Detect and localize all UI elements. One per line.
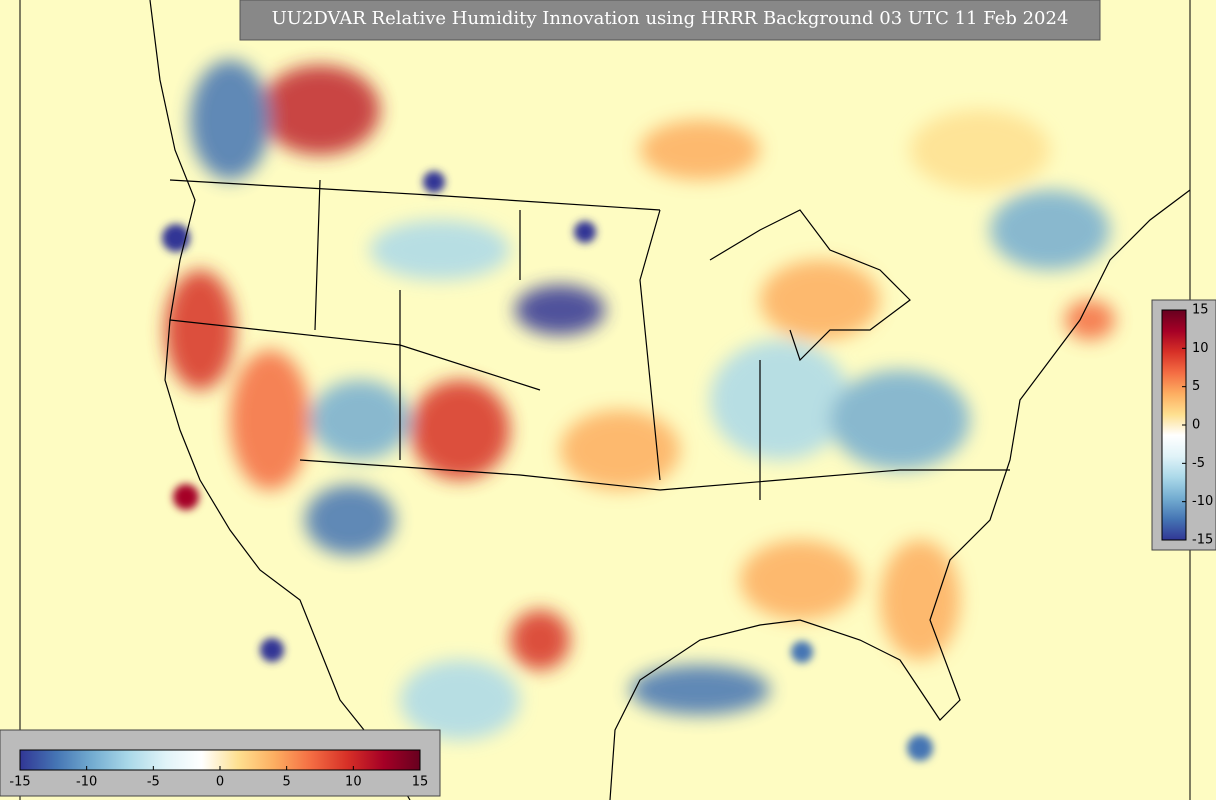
colorbar-tick-label: -15	[9, 775, 30, 790]
colorbar-tick-label: 0	[1192, 418, 1200, 433]
colorbar-tick-label: 0	[216, 775, 224, 790]
colorbar-tick-label: -10	[1192, 494, 1213, 509]
map-title: UU2DVAR Relative Humidity Innovation usi…	[272, 8, 1069, 29]
coastlines	[149, 0, 1191, 800]
colorbar-tick-label: -15	[1192, 533, 1213, 548]
colorbar-tick-label: -10	[76, 775, 97, 790]
colorbar-tick-label: 5	[1192, 379, 1200, 394]
colorbar-tick-label: 15	[1192, 303, 1209, 318]
colorbar-tick-label: 15	[412, 775, 429, 790]
colorbar-tick-label: 10	[1192, 341, 1209, 356]
colorbar-tick-label: -5	[1192, 456, 1205, 471]
colorbar-tick-label: -5	[147, 775, 160, 790]
colorbar-tick-label: 10	[345, 775, 362, 790]
colorbar-tick-label: 5	[283, 775, 291, 790]
field-blobs	[165, 60, 1115, 740]
field-spots	[162, 171, 933, 761]
title-box	[239, 0, 1101, 41]
